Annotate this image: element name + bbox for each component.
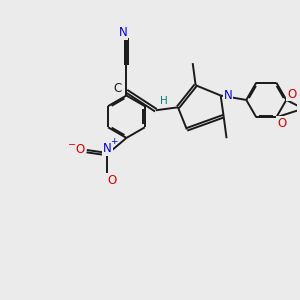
Text: O: O <box>277 117 286 130</box>
Text: N: N <box>224 89 233 102</box>
Text: −: − <box>68 140 76 150</box>
Text: H: H <box>160 96 168 106</box>
Text: N: N <box>103 142 112 155</box>
Text: C: C <box>113 82 122 95</box>
Text: N: N <box>118 26 127 39</box>
Text: O: O <box>76 143 85 156</box>
Text: O: O <box>107 174 116 187</box>
Text: O: O <box>287 88 296 100</box>
Text: +: + <box>110 137 118 146</box>
